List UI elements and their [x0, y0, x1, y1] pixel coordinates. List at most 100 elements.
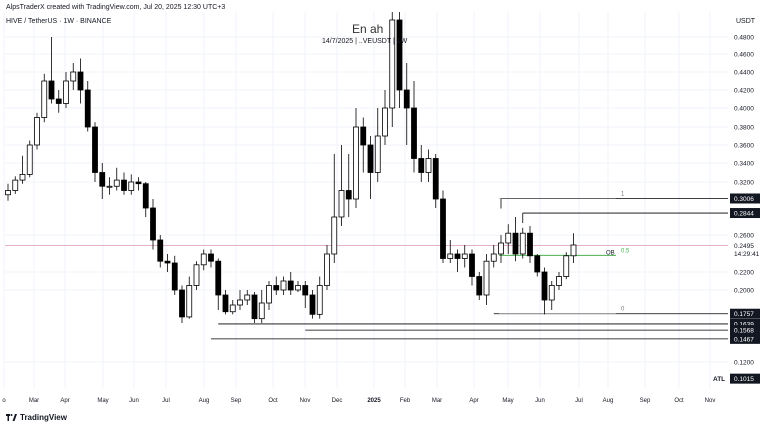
- candle: [556, 272, 562, 290]
- x-tick-label: Mar: [432, 398, 442, 404]
- candle-body: [447, 253, 454, 259]
- candle: [454, 249, 461, 272]
- candle: [113, 167, 120, 191]
- candle: [70, 63, 77, 90]
- candle: [570, 233, 577, 263]
- candle-body: [338, 190, 345, 218]
- candle: [541, 267, 548, 315]
- tradingview-brand[interactable]: TradingView: [6, 413, 67, 422]
- x-tick-label: Aug: [199, 398, 210, 404]
- candle-body: [222, 294, 229, 313]
- candle-body: [432, 158, 439, 200]
- candle-body: [512, 232, 519, 255]
- candle-body: [41, 80, 48, 118]
- x-tick-label: Oct: [268, 398, 278, 404]
- candle: [345, 154, 352, 217]
- level-price-tag: 0.1757: [730, 308, 760, 319]
- candle-body: [287, 280, 294, 291]
- candle-body: [84, 89, 91, 128]
- candle: [77, 58, 84, 104]
- candle: [34, 112, 40, 150]
- candle: [251, 292, 258, 323]
- candle-body: [374, 135, 381, 173]
- candle: [244, 290, 251, 305]
- x-tick-label: May: [97, 398, 108, 404]
- x-tick-label: May: [502, 398, 513, 404]
- level-price-tag-label: 0.1568: [734, 328, 754, 335]
- y-tick-label: 0.3400: [734, 161, 754, 168]
- candle: [258, 290, 265, 323]
- candle: [469, 249, 475, 286]
- candle-body: [367, 144, 374, 173]
- candle-body: [5, 190, 11, 196]
- candle-body: [454, 253, 461, 259]
- candle-body: [490, 253, 497, 262]
- level-price-tag-label: 0.1467: [734, 336, 754, 343]
- candle: [411, 81, 417, 173]
- candle-body: [106, 185, 113, 188]
- candle-body: [70, 71, 77, 82]
- candle: [99, 163, 106, 199]
- candle-body: [505, 232, 512, 244]
- candle-body: [498, 242, 504, 255]
- y-tick-label: 0.3600: [734, 143, 754, 150]
- candle-body: [229, 304, 236, 313]
- candle: [461, 245, 468, 268]
- candle: [331, 154, 338, 263]
- candle-body: [128, 181, 135, 191]
- candle-body: [331, 216, 338, 255]
- candle: [295, 281, 301, 292]
- level-price-tag-bg: [730, 308, 760, 319]
- tradingview-label: TradingView: [20, 413, 67, 422]
- y-tick-label: 0.3200: [734, 180, 754, 187]
- candle: [403, 63, 410, 145]
- level-price-tag-label: 0.1015: [734, 376, 754, 383]
- x-tick-label: o: [2, 398, 6, 404]
- candle: [382, 90, 388, 145]
- candle: [353, 108, 359, 208]
- candle-body: [142, 183, 149, 209]
- candle-body: [237, 299, 243, 306]
- candle-body: [345, 190, 352, 200]
- candle: [432, 154, 439, 208]
- candle-body: [208, 253, 214, 262]
- candle: [26, 140, 33, 178]
- level-price-tag-label: 0.1639: [734, 321, 754, 328]
- candle-body: [63, 80, 69, 104]
- watermark-subtitle: 14/7/2025 | ..VEUSDT | 1W: [322, 38, 408, 45]
- candle-body: [164, 260, 171, 264]
- y-tick-label: 0.4800: [734, 35, 754, 42]
- candle-body: [121, 179, 127, 191]
- candle-body: [483, 260, 490, 296]
- order-block-label: OB: [606, 250, 615, 256]
- level-price-tag: 0.1467: [730, 333, 760, 344]
- candle-body: [556, 276, 562, 286]
- y-tick-label: 0.2600: [734, 233, 754, 240]
- candle: [338, 145, 345, 226]
- level-price-tag: 0.1639: [730, 318, 760, 329]
- candle-body: [193, 264, 200, 286]
- candle: [128, 174, 135, 195]
- y-tick-label: 0.3800: [734, 125, 754, 132]
- candle: [266, 281, 272, 310]
- attribution: AlpsTraderX created with TradingView.com…: [6, 4, 226, 11]
- candle: [324, 245, 330, 290]
- candle: [222, 290, 229, 315]
- candle-body: [280, 280, 287, 291]
- candle-body: [519, 232, 526, 255]
- candle-body: [92, 126, 98, 173]
- candle: [186, 276, 193, 319]
- y-tick-label: 0.4000: [734, 106, 754, 113]
- candle: [548, 281, 555, 310]
- candle: [106, 177, 113, 195]
- candle: [41, 73, 48, 123]
- level-price-tag-bg: [730, 373, 760, 384]
- candle: [490, 245, 497, 268]
- candle-body: [309, 294, 316, 315]
- x-tick-label: Aug: [603, 398, 614, 404]
- candle-body: [534, 255, 541, 273]
- candle: [425, 149, 432, 182]
- symbol-title[interactable]: HIVE / TetherUS · 1W · BINANCE: [6, 18, 112, 25]
- candle-body: [541, 271, 548, 301]
